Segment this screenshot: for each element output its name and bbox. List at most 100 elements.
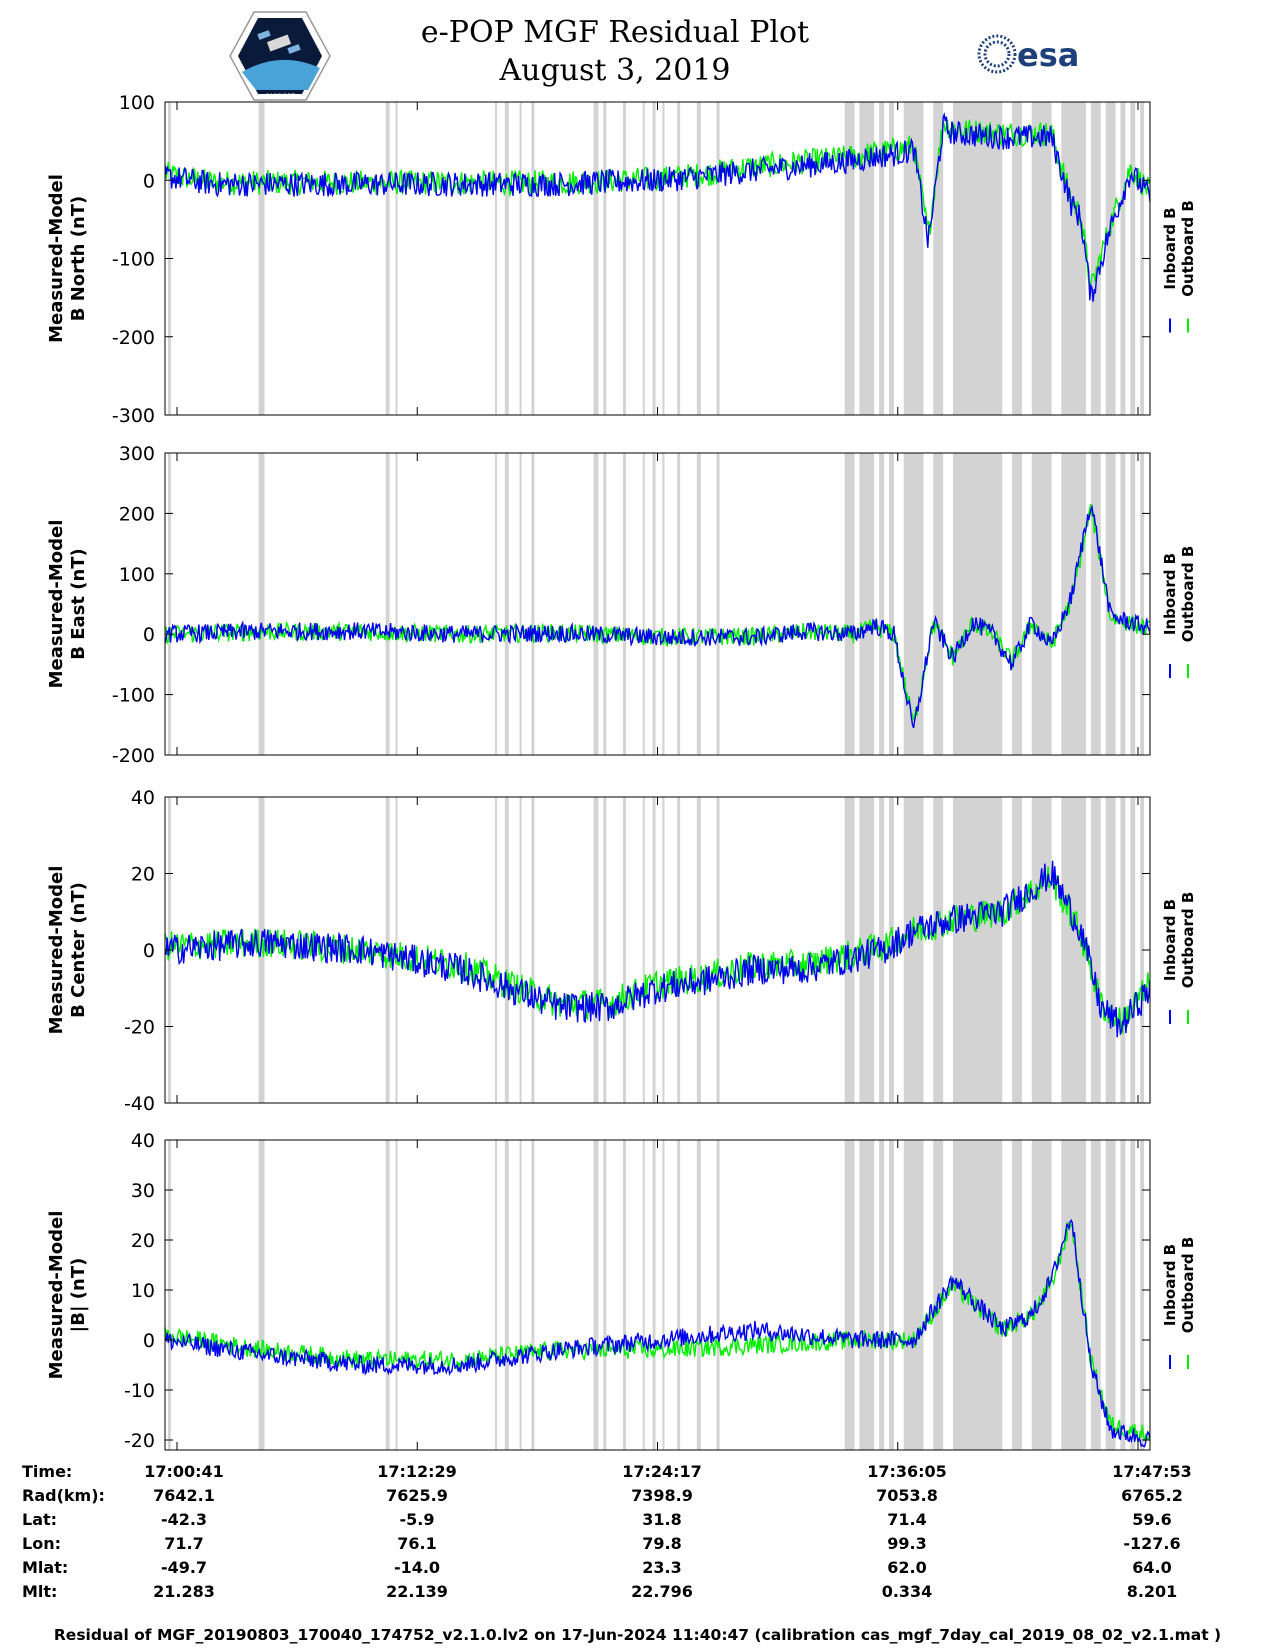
data-gap-band (953, 453, 1003, 755)
series-line-inboard (165, 1218, 1150, 1448)
y-axis-label: Measured-Model|B| (nT) (46, 1211, 89, 1380)
y-tick-label: 200 (119, 503, 155, 525)
data-gap-band (1130, 797, 1136, 1103)
data-gap-band (859, 453, 875, 755)
data-gap-band (623, 453, 626, 755)
data-gap-band (1105, 797, 1116, 1103)
y-tick-label: -20 (124, 1017, 155, 1039)
y-tick-label: -100 (112, 685, 155, 707)
data-gap-band (696, 1140, 701, 1450)
data-gap-band (593, 797, 599, 1103)
data-gap-band (519, 102, 522, 415)
data-gap-band (1012, 1140, 1022, 1450)
chart-title: e-POP MGF Residual Plot August 3, 2019 (380, 14, 850, 90)
y-tick-label: 30 (131, 1180, 155, 1202)
legend-entry-inboard: Inboard B (1161, 553, 1179, 635)
data-gap-band (1031, 797, 1052, 1103)
data-gap-band (623, 797, 626, 1103)
data-gap-band (504, 797, 509, 1103)
info-value: 59.6 (1132, 1510, 1172, 1529)
data-gap-band (859, 1140, 875, 1450)
data-gap-band (1031, 102, 1052, 415)
data-gap-band (167, 453, 171, 755)
data-gap-band (933, 102, 944, 415)
y-tick-label: 20 (131, 864, 155, 886)
y-tick-label: 0 (143, 1330, 155, 1352)
title-line-2: August 3, 2019 (499, 53, 731, 88)
data-gap-band (258, 453, 265, 755)
data-gap-band (888, 102, 894, 415)
data-gap-band (879, 1140, 885, 1450)
data-gap-band (716, 1140, 720, 1450)
data-gap-band (888, 453, 894, 755)
panel-4: 40 30 20 10 0 -10 -20 Measured-Model|B| (nT) Inb… (46, 1130, 1197, 1452)
data-gap-band (662, 1140, 665, 1450)
info-value: -14.0 (393, 1558, 441, 1577)
data-gap-band (1120, 1140, 1126, 1450)
legend-entry-outboard: Outboard B (1179, 200, 1197, 297)
data-gap-band (167, 1140, 171, 1450)
series-line-inboard (165, 504, 1150, 729)
info-row-mlat: Mlat: -49.7 -14.0 23.3 62.0 64.0 (22, 1558, 1262, 1582)
info-label: Rad(km): (22, 1486, 105, 1505)
data-gap-band (603, 102, 607, 415)
data-gap-band (677, 797, 681, 1103)
info-label: Lon: (22, 1534, 61, 1553)
data-gap-band (258, 1140, 265, 1450)
data-gap-band (642, 1140, 645, 1450)
data-gap-band (677, 102, 681, 415)
data-gap-band (903, 1140, 924, 1450)
data-gap-band (1090, 1140, 1101, 1450)
info-value: 21.283 (153, 1582, 215, 1601)
y-axis-label-line: B Center (nT) (68, 882, 89, 1018)
info-label: Lat: (22, 1510, 58, 1529)
y-tick-label: 40 (131, 787, 155, 809)
data-gap-band (395, 1140, 398, 1450)
data-gap-band (593, 102, 599, 415)
info-value: 76.1 (397, 1534, 437, 1553)
y-axis-label-line: B North (nT) (68, 196, 89, 322)
data-gap-band (652, 453, 656, 755)
footer-caption: Residual of MGF_20190803_170040_174752_v… (53, 1626, 1222, 1644)
data-gap-band (953, 102, 1003, 415)
y-tick-label: -300 (112, 405, 155, 427)
cassiope-logo: CASSIOPE (229, 11, 331, 101)
data-gap-band (652, 102, 656, 415)
data-gap-band (258, 102, 265, 415)
info-value: 7053.8 (876, 1486, 938, 1505)
data-gap-band (879, 453, 885, 755)
panel-1: 100 0 -100 -200 -300 Measured-ModelB North (n… (46, 92, 1197, 427)
data-gap-band (1120, 453, 1126, 755)
esa-logo-text: esa (1017, 36, 1079, 74)
data-gap-band (662, 797, 665, 1103)
info-value: 22.796 (631, 1582, 693, 1601)
data-gap-band (696, 102, 701, 415)
data-gap-band (1012, 453, 1022, 755)
info-value: -127.6 (1123, 1534, 1181, 1553)
data-gap-band (844, 102, 855, 415)
y-tick-label: 20 (131, 1230, 155, 1252)
data-gap-band (662, 102, 665, 415)
info-value: 17:24:17 (622, 1462, 702, 1481)
data-gap-band (844, 1140, 855, 1450)
series-line-outboard (165, 866, 1150, 1035)
info-value: 17:00:41 (144, 1462, 224, 1481)
info-value: 0.334 (881, 1582, 933, 1601)
info-row-mlt: Mlt: 21.283 22.139 22.796 0.334 8.201 (22, 1582, 1262, 1606)
data-gap-band (903, 797, 924, 1103)
y-tick-label: 0 (143, 940, 155, 962)
data-gap-band (519, 453, 522, 755)
data-gap-band (623, 102, 626, 415)
y-axis-label: Measured-ModelB Center (nT) (46, 866, 89, 1035)
data-gap-band (696, 797, 701, 1103)
y-tick-label: 100 (119, 564, 155, 586)
data-gap-band (494, 102, 497, 415)
data-gap-band (494, 1140, 497, 1450)
info-value: -49.7 (160, 1558, 208, 1577)
esa-logo: esa (977, 34, 1079, 74)
data-gap-band (716, 797, 720, 1103)
data-gap-band (1130, 102, 1136, 415)
info-value: -42.3 (160, 1510, 208, 1529)
info-value: 7625.9 (386, 1486, 448, 1505)
